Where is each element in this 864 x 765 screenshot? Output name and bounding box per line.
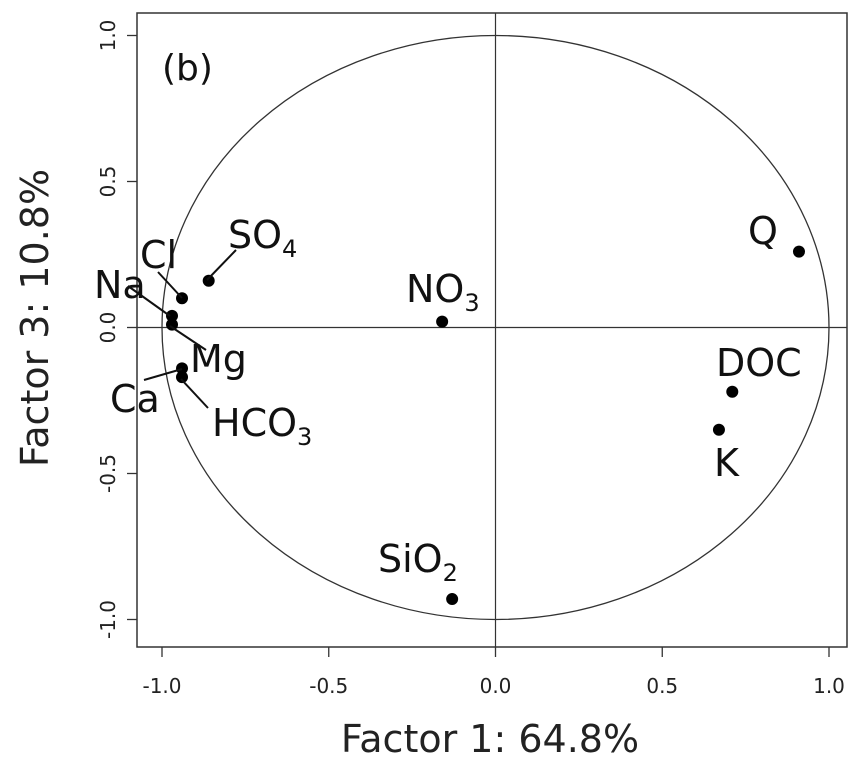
leader-line-na [127, 285, 171, 317]
point-k [712, 423, 725, 436]
point-q [792, 245, 805, 258]
leader-line-mg [169, 325, 207, 351]
y-axis-ticks: -1.0 -0.5 0.0 0.5 1.0 [96, 20, 137, 639]
label-cl: Cl [140, 233, 177, 277]
label-k: K [714, 441, 740, 485]
label-no3: NO3 [406, 267, 480, 317]
leader-line-ca [143, 368, 183, 381]
y-tick-label: -0.5 [96, 454, 120, 493]
point-no3 [436, 315, 449, 328]
leader-line-hco3 [180, 378, 209, 409]
panel-label: (b) [162, 48, 213, 89]
x-axis-ticks: -1.0 -0.5 0.0 0.5 1.0 [142, 647, 845, 698]
label-so4: SO4 [228, 213, 297, 263]
point-doc [726, 385, 739, 398]
y-tick-label: 0.0 [96, 312, 120, 344]
x-tick-label: 0.0 [480, 674, 512, 698]
leader-line-so4 [206, 249, 237, 281]
y-tick-label: 0.5 [96, 166, 120, 198]
y-axis-label: Factor 3: 10.8% [13, 169, 57, 467]
point-hco3 [176, 371, 189, 384]
x-tick-label: -1.0 [142, 674, 181, 698]
label-mg: Mg [190, 337, 247, 381]
label-sio2: SiO2 [378, 537, 458, 587]
point-mg [166, 318, 179, 331]
label-q: Q [748, 209, 778, 253]
y-tick-label: -1.0 [96, 600, 120, 639]
plot-frame [136, 12, 848, 648]
point-na [166, 309, 179, 322]
x-tick-label: -0.5 [309, 674, 348, 698]
leader-line-cl [157, 271, 183, 299]
data-points [166, 245, 805, 606]
plot-area [136, 12, 848, 648]
x-axis-label: Factor 1: 64.8% [341, 717, 639, 761]
label-doc: DOC [716, 341, 802, 385]
point-ca [176, 362, 189, 375]
point-so4 [202, 274, 215, 287]
point-sio2 [446, 593, 459, 606]
label-ca: Ca [110, 377, 160, 421]
x-tick-label: 1.0 [813, 674, 845, 698]
label-hco3: HCO3 [212, 401, 312, 451]
x-tick-label: 0.5 [646, 674, 678, 698]
y-tick-label: 1.0 [96, 20, 120, 52]
label-na: Na [94, 263, 146, 307]
